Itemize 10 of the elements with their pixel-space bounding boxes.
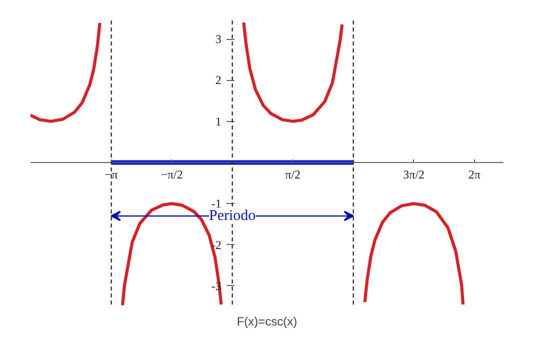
y-tick-label: 2 [215, 73, 222, 88]
x-tick-label: π/2 [285, 167, 301, 182]
text: F(x)=csc(x) [236, 314, 298, 328]
y-tick-label: 3 [215, 32, 222, 46]
x-tick-label: −π/2 [160, 167, 183, 182]
annotation: Periodo [209, 208, 256, 224]
x-tick-label: −π [104, 167, 118, 182]
x-tick-label: 3π/2 [403, 167, 425, 182]
y-tick-label: 1 [215, 114, 222, 128]
x-tick-label: 2π [468, 167, 480, 182]
